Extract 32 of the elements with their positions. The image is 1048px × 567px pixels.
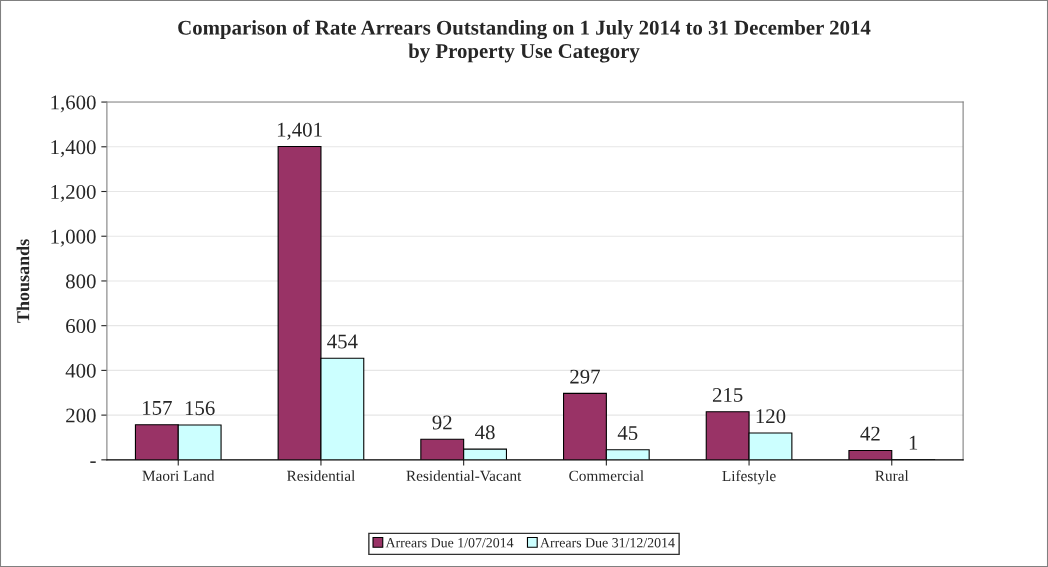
y-tick-label: 1,400 <box>51 140 96 158</box>
x-tick-label: Rural <box>875 470 909 482</box>
data-label: 48 <box>475 425 495 440</box>
data-label: 92 <box>432 415 452 430</box>
y-axis-title: Thousands <box>16 239 30 323</box>
y-tick-label: 200 <box>66 408 96 423</box>
y-tick-label: 800 <box>66 274 96 289</box>
x-tick-label: Maori Land <box>142 470 215 482</box>
x-tick-label: Residential-Vacant <box>406 470 522 482</box>
x-tick-label: Lifestyle <box>722 470 776 485</box>
data-label: 1,401 <box>277 122 322 140</box>
data-label: 454 <box>327 334 358 349</box>
data-label: 157 <box>143 400 172 415</box>
data-label: 1 <box>909 435 918 450</box>
y-tick-label: - <box>90 461 96 463</box>
data-label: 42 <box>860 426 880 441</box>
y-tick-label: 1,000 <box>51 229 96 247</box>
chart-title: Comparison of Rate Arrears Outstanding on 1 July 2014 to 31 December 2014 by Property Use Category <box>178 19 871 63</box>
y-tick-label: 1,200 <box>51 184 96 202</box>
x-tick-label: Commercial <box>569 470 644 482</box>
x-tick-label: Residential <box>287 470 356 482</box>
data-label: 215 <box>712 387 743 402</box>
y-tick-label: 1,600 <box>51 95 96 113</box>
data-label: 120 <box>756 409 786 424</box>
legend-label: Arrears Due 1/07/2014 <box>385 538 514 548</box>
y-tick-label: 600 <box>66 319 96 334</box>
data-label: 156 <box>185 401 215 416</box>
data-label: 45 <box>617 426 638 440</box>
data-label: 297 <box>570 369 600 384</box>
legend-label: Arrears Due 31/12/2014 <box>540 538 675 548</box>
y-tick-label: 400 <box>65 363 96 378</box>
bar <box>848 449 893 460</box>
